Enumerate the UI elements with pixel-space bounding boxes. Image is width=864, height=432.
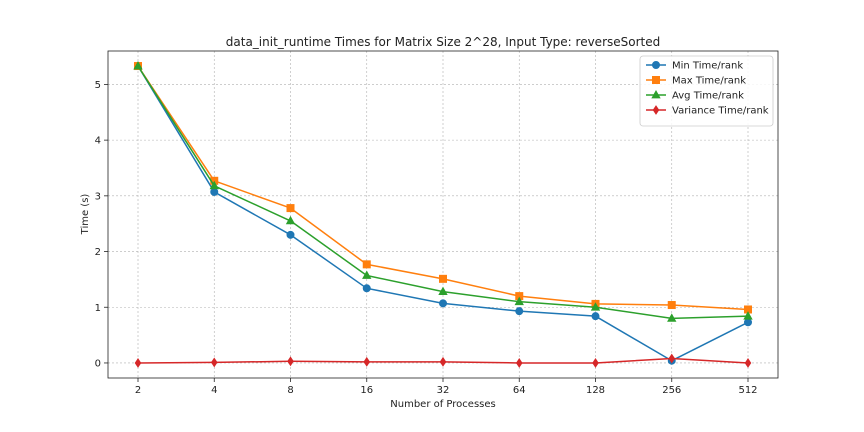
x-tick-label: 8 bbox=[287, 385, 293, 396]
legend-label: Variance Time/rank bbox=[672, 106, 769, 117]
legend-label: Max Time/rank bbox=[672, 76, 746, 87]
x-tick-label: 128 bbox=[586, 385, 605, 396]
x-tick-label: 64 bbox=[513, 385, 526, 396]
legend-item: Min Time/rank bbox=[646, 61, 743, 72]
data-point bbox=[592, 358, 599, 368]
data-point bbox=[134, 358, 142, 368]
data-point bbox=[514, 296, 524, 306]
data-point bbox=[667, 301, 676, 310]
data-point bbox=[439, 356, 447, 367]
data-point bbox=[515, 307, 524, 316]
legend-item: Avg Time/rank bbox=[646, 89, 744, 102]
data-point bbox=[210, 357, 218, 368]
data-point bbox=[287, 356, 294, 367]
y-tick-label: 1 bbox=[95, 303, 101, 314]
series-group bbox=[133, 61, 753, 368]
legend: Min Time/rank Max Time/rank Avg Time/rank V… bbox=[639, 55, 774, 127]
legend-item: Max Time/rank bbox=[646, 76, 746, 87]
y-tick-label: 5 bbox=[95, 80, 101, 91]
data-point bbox=[744, 318, 753, 327]
y-tick-label: 2 bbox=[95, 247, 101, 258]
data-point bbox=[590, 302, 601, 311]
x-tick-label: 256 bbox=[662, 385, 681, 396]
data-point bbox=[591, 312, 600, 321]
legend-label: Min Time/rank bbox=[672, 61, 743, 72]
axis-ticks: 2 4 8 16 32 64 128 256 512 0 1 2 3 4 5 bbox=[95, 80, 758, 396]
series-triangle bbox=[133, 61, 753, 322]
data-point bbox=[285, 215, 296, 225]
x-tick-label: 16 bbox=[360, 385, 373, 396]
legend-marker bbox=[652, 61, 661, 70]
x-tick-label: 4 bbox=[211, 385, 217, 396]
legend-label: Avg Time/rank bbox=[672, 91, 744, 102]
data-point bbox=[362, 260, 371, 269]
data-point bbox=[286, 204, 295, 213]
x-tick-label: 32 bbox=[437, 385, 450, 396]
data-point bbox=[515, 358, 523, 368]
legend-marker bbox=[651, 89, 661, 99]
chart-title: data_init_runtime Times for Matrix Size … bbox=[226, 35, 660, 49]
data-point bbox=[286, 230, 295, 239]
legend-item: Variance Time/rank bbox=[646, 105, 769, 117]
data-point bbox=[438, 274, 447, 283]
data-point bbox=[210, 187, 219, 196]
data-point bbox=[744, 358, 752, 368]
data-point bbox=[362, 270, 372, 279]
x-tick-label: 2 bbox=[135, 385, 141, 396]
y-tick-label: 4 bbox=[95, 136, 101, 147]
data-point bbox=[209, 180, 219, 190]
data-point bbox=[133, 61, 143, 70]
legend-marker bbox=[652, 76, 661, 85]
y-tick-label: 3 bbox=[95, 191, 101, 202]
data-point bbox=[667, 313, 677, 322]
legend-box bbox=[639, 55, 774, 127]
x-axis-label: Number of Processes bbox=[390, 399, 495, 410]
legend-marker bbox=[652, 105, 660, 115]
data-point bbox=[438, 299, 447, 308]
x-tick-label: 512 bbox=[738, 385, 757, 396]
data-point bbox=[438, 286, 448, 296]
series-diamond bbox=[134, 353, 752, 368]
y-axis-label: Time (s) bbox=[80, 194, 91, 236]
y-tick-label: 0 bbox=[95, 358, 101, 369]
data-point bbox=[363, 356, 371, 367]
data-point bbox=[668, 353, 676, 364]
data-point bbox=[362, 284, 371, 293]
data-point bbox=[743, 311, 753, 320]
